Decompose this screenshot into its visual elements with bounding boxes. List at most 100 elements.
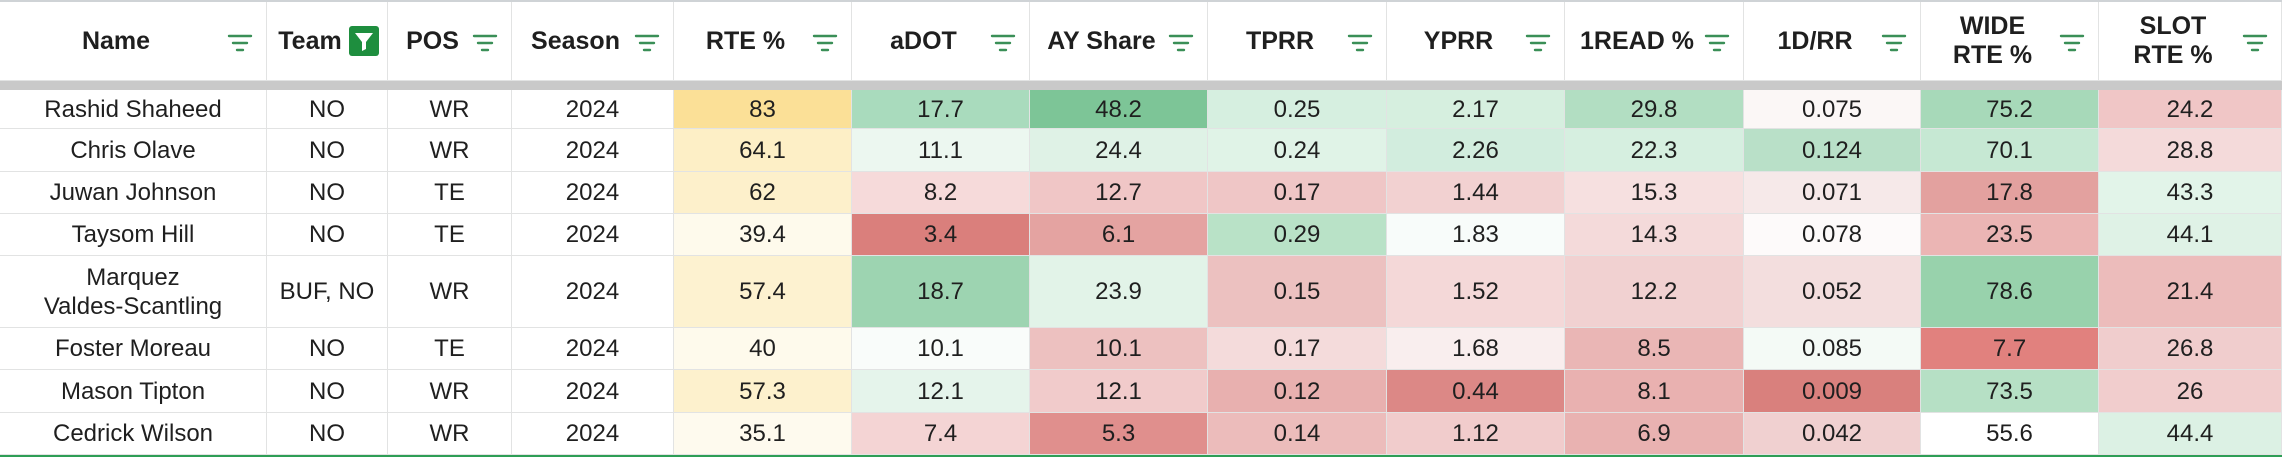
filter-icon[interactable] — [634, 31, 660, 52]
table-cell[interactable]: 24.2 — [2099, 90, 2282, 129]
table-cell[interactable]: 0.052 — [1744, 256, 1921, 328]
table-cell[interactable]: 0.071 — [1744, 172, 1921, 214]
table-cell[interactable]: 8.1 — [1565, 370, 1744, 413]
table-cell[interactable]: 2024 — [512, 129, 674, 172]
table-cell[interactable]: 57.4 — [674, 256, 852, 328]
table-cell[interactable]: 15.3 — [1565, 172, 1744, 214]
table-cell[interactable]: 78.6 — [1921, 256, 2099, 328]
filter-icon[interactable] — [2059, 31, 2085, 52]
table-cell[interactable]: 2024 — [512, 90, 674, 129]
column-header-adot[interactable]: aDOT — [852, 2, 1030, 81]
column-header-team[interactable]: Team — [267, 2, 388, 81]
column-header-pos[interactable]: POS — [388, 2, 512, 81]
table-cell[interactable]: 73.5 — [1921, 370, 2099, 413]
column-header-season[interactable]: Season — [512, 2, 674, 81]
table-cell[interactable]: WR — [388, 256, 512, 328]
table-cell[interactable]: 21.4 — [2099, 256, 2282, 328]
table-cell[interactable]: 3.4 — [852, 214, 1030, 256]
table-cell[interactable]: 23.5 — [1921, 214, 2099, 256]
table-cell[interactable]: 26.8 — [2099, 328, 2282, 370]
table-cell[interactable]: 8.5 — [1565, 328, 1744, 370]
table-cell[interactable]: 40 — [674, 328, 852, 370]
table-cell[interactable]: Foster Moreau — [0, 328, 267, 370]
table-cell[interactable]: 0.15 — [1208, 256, 1387, 328]
table-cell[interactable]: 12.2 — [1565, 256, 1744, 328]
table-cell[interactable]: 7.4 — [852, 413, 1030, 455]
filter-icon[interactable] — [812, 31, 838, 52]
column-header-rte[interactable]: RTE % — [674, 2, 852, 81]
table-cell[interactable]: 2024 — [512, 214, 674, 256]
filter-icon[interactable] — [1168, 31, 1194, 52]
table-cell[interactable]: WR — [388, 413, 512, 455]
table-cell[interactable]: 2.17 — [1387, 90, 1565, 129]
table-cell[interactable]: 29.8 — [1565, 90, 1744, 129]
table-cell[interactable]: 12.1 — [1030, 370, 1208, 413]
table-cell[interactable]: 5.3 — [1030, 413, 1208, 455]
filter-icon[interactable] — [2242, 31, 2268, 52]
table-cell[interactable]: 0.085 — [1744, 328, 1921, 370]
filter-icon[interactable] — [1347, 31, 1373, 52]
table-cell[interactable]: 0.44 — [1387, 370, 1565, 413]
table-cell[interactable]: TE — [388, 214, 512, 256]
table-cell[interactable]: 2.26 — [1387, 129, 1565, 172]
table-cell[interactable]: 64.1 — [674, 129, 852, 172]
filter-icon[interactable] — [1525, 31, 1551, 52]
table-cell[interactable]: 28.8 — [2099, 129, 2282, 172]
table-cell[interactable]: 2024 — [512, 172, 674, 214]
table-cell[interactable]: 0.17 — [1208, 328, 1387, 370]
table-cell[interactable]: 0.12 — [1208, 370, 1387, 413]
table-cell[interactable]: 70.1 — [1921, 129, 2099, 172]
table-cell[interactable]: 0.078 — [1744, 214, 1921, 256]
column-header-tprr[interactable]: TPRR — [1208, 2, 1387, 81]
filter-icon[interactable] — [472, 31, 498, 52]
table-cell[interactable]: WR — [388, 370, 512, 413]
column-header-wide-rte[interactable]: WIDE RTE % — [1921, 2, 2099, 81]
filter-icon[interactable] — [1704, 31, 1730, 52]
table-cell[interactable]: 83 — [674, 90, 852, 129]
table-cell[interactable]: 18.7 — [852, 256, 1030, 328]
frozen-header-divider[interactable] — [0, 81, 2282, 90]
table-cell[interactable]: TE — [388, 328, 512, 370]
filter-icon[interactable] — [1881, 31, 1907, 52]
table-cell[interactable]: Chris Olave — [0, 129, 267, 172]
table-cell[interactable]: 48.2 — [1030, 90, 1208, 129]
table-cell[interactable]: 22.3 — [1565, 129, 1744, 172]
table-cell[interactable]: 0.24 — [1208, 129, 1387, 172]
table-cell[interactable]: 26 — [2099, 370, 2282, 413]
table-cell[interactable]: 2024 — [512, 413, 674, 455]
filter-icon[interactable] — [990, 31, 1016, 52]
table-cell[interactable]: NO — [267, 328, 388, 370]
table-cell[interactable]: 0.17 — [1208, 172, 1387, 214]
table-cell[interactable]: 2024 — [512, 370, 674, 413]
table-cell[interactable]: 17.8 — [1921, 172, 2099, 214]
table-cell[interactable]: Mason Tipton — [0, 370, 267, 413]
table-cell[interactable]: NO — [267, 129, 388, 172]
table-cell[interactable]: 57.3 — [674, 370, 852, 413]
table-cell[interactable]: 10.1 — [1030, 328, 1208, 370]
table-cell[interactable]: 10.1 — [852, 328, 1030, 370]
table-cell[interactable]: 2024 — [512, 256, 674, 328]
table-cell[interactable]: 0.25 — [1208, 90, 1387, 129]
filter-icon[interactable] — [227, 31, 253, 52]
table-cell[interactable]: 0.124 — [1744, 129, 1921, 172]
table-cell[interactable]: 55.6 — [1921, 413, 2099, 455]
table-cell[interactable]: Rashid Shaheed — [0, 90, 267, 129]
table-cell[interactable]: 0.29 — [1208, 214, 1387, 256]
table-cell[interactable]: 44.4 — [2099, 413, 2282, 455]
table-cell[interactable]: NO — [267, 90, 388, 129]
column-header-ay-share[interactable]: AY Share — [1030, 2, 1208, 81]
table-cell[interactable]: 11.1 — [852, 129, 1030, 172]
table-cell[interactable]: Juwan Johnson — [0, 172, 267, 214]
table-cell[interactable]: Taysom Hill — [0, 214, 267, 256]
table-cell[interactable]: 0.14 — [1208, 413, 1387, 455]
table-cell[interactable]: 24.4 — [1030, 129, 1208, 172]
column-header-1d-rr[interactable]: 1D/RR — [1744, 2, 1921, 81]
table-cell[interactable]: 12.1 — [852, 370, 1030, 413]
column-header-yprr[interactable]: YPRR — [1387, 2, 1565, 81]
table-cell[interactable]: 1.83 — [1387, 214, 1565, 256]
table-cell[interactable]: 0.042 — [1744, 413, 1921, 455]
table-cell[interactable]: 6.1 — [1030, 214, 1208, 256]
table-cell[interactable]: 39.4 — [674, 214, 852, 256]
table-cell[interactable]: 1.44 — [1387, 172, 1565, 214]
column-header-1read[interactable]: 1READ % — [1565, 2, 1744, 81]
